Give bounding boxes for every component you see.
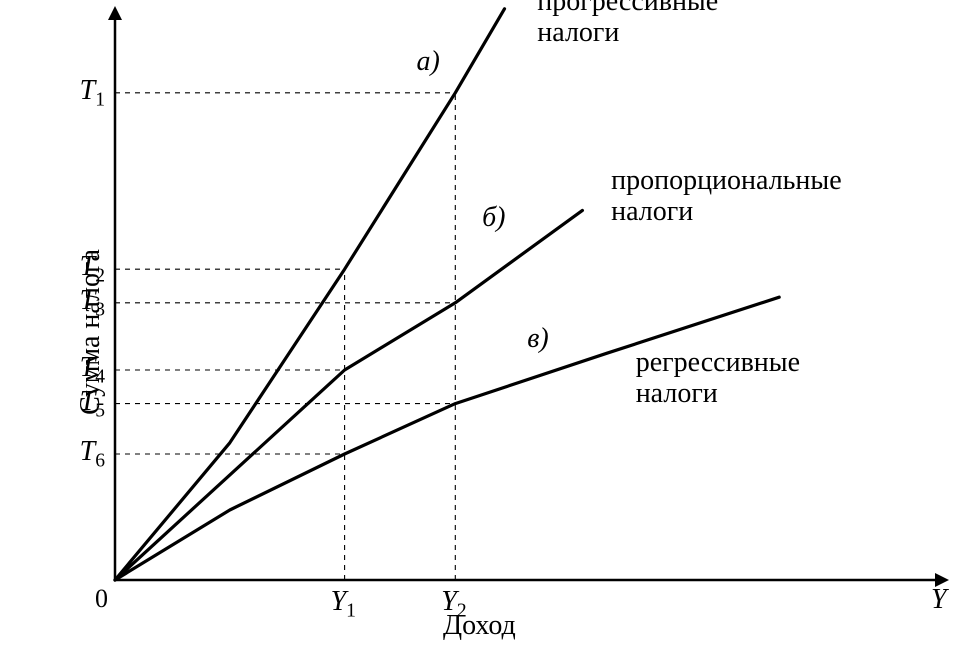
x-tick-Y1: Y1 (331, 586, 356, 623)
y-tick-T5: T5 (80, 386, 105, 423)
curve-letter-a: а) (417, 46, 440, 78)
x-tick-Y2: Y2 (441, 586, 466, 623)
legend-b: пропорциональныеналоги (611, 166, 842, 228)
tax-types-chart: Сумма налога 0 Доход Y T1T2T3T4T5T6Y1Y2а… (0, 0, 966, 663)
x-axis-variable: Y (931, 584, 947, 616)
legend-v: регрессивныеналоги (636, 348, 800, 410)
y-tick-T6: T6 (80, 436, 105, 473)
curve-letter-v: в) (527, 323, 548, 355)
legend-a: прогрессивныеналоги (537, 0, 718, 49)
y-tick-T4: T4 (80, 352, 105, 389)
plot-canvas (0, 0, 966, 663)
curve-letter-b: б) (482, 202, 505, 234)
y-tick-T3: T3 (80, 285, 105, 322)
origin-label: 0 (95, 584, 108, 614)
y-tick-T2: T2 (80, 251, 105, 288)
y-tick-T1: T1 (80, 75, 105, 112)
